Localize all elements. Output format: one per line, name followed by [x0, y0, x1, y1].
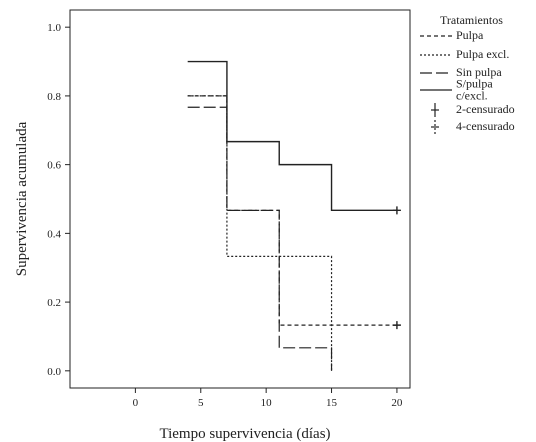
censor-marker: [392, 206, 401, 215]
y-axis-title: Supervivencia acumulada: [14, 121, 30, 276]
censor-marker: [392, 321, 401, 330]
legend: Tratamientos Pulpa Pulpa excl. Sin pulpaS/…: [420, 13, 515, 134]
legend-title: Tratamientos: [440, 13, 503, 27]
legend-label: 4-censurado: [456, 119, 515, 133]
y-tick-label: 1.0: [47, 22, 61, 34]
x-axis-title: Tiempo supervivencia (días): [159, 426, 330, 442]
legend-label: Sin pulpa: [456, 65, 502, 79]
y-tick-label: 0.6: [47, 160, 61, 172]
legend-label: S/pulpa: [456, 77, 493, 91]
y-tick-label: 0.2: [47, 297, 61, 309]
y-tick-label: 0.8: [47, 91, 61, 103]
series-layer: [187, 60, 397, 371]
x-tick-label: 0: [133, 397, 139, 409]
legend-label: Pulpa: [456, 28, 484, 42]
legend-entry: 4-censurado: [431, 119, 515, 134]
plot-area: [69, 9, 411, 389]
censor-layer: [392, 206, 401, 330]
legend-entry: Sin pulpa: [420, 65, 502, 79]
legend-label: Pulpa excl.: [456, 47, 509, 61]
legend-label: 2-censurado: [456, 102, 515, 116]
x-tick-label: 10: [261, 397, 273, 409]
axes: 0 5 10 15 20 0.0 0.2 0.4 0.6 0.8 1.0: [47, 22, 403, 409]
legend-label: c/excl.: [456, 89, 488, 103]
legend-entry: Pulpa: [420, 28, 484, 42]
x-tick-label: 5: [198, 397, 204, 409]
series-line-4: [187, 60, 397, 212]
y-tick-label: 0.4: [47, 228, 61, 240]
x-tick-label: 20: [391, 397, 403, 409]
legend-entry: Pulpa excl.: [420, 47, 509, 61]
y-tick-label: 0.0: [47, 366, 61, 378]
legend-entry: 2-censurado: [431, 102, 515, 117]
x-tick-label: 15: [326, 397, 338, 409]
